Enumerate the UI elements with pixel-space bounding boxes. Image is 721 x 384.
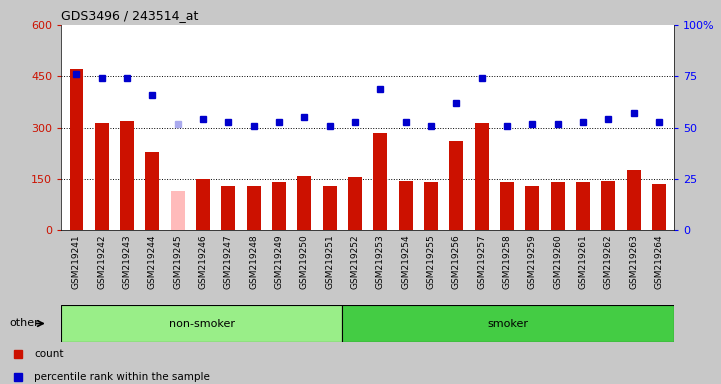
Text: GSM219258: GSM219258 — [503, 234, 511, 289]
Bar — [146, 152, 159, 230]
Text: GSM219246: GSM219246 — [198, 234, 208, 289]
Bar — [526, 186, 539, 230]
Text: GSM219243: GSM219243 — [123, 234, 132, 289]
Text: GSM219242: GSM219242 — [97, 234, 106, 289]
Bar — [171, 191, 185, 230]
Text: GSM219254: GSM219254 — [401, 234, 410, 289]
Bar — [399, 181, 412, 230]
Text: GSM219262: GSM219262 — [603, 234, 613, 289]
Text: GSM219255: GSM219255 — [427, 234, 435, 289]
Text: smoker: smoker — [487, 318, 528, 329]
Text: GSM219252: GSM219252 — [350, 234, 360, 289]
Text: other: other — [9, 318, 39, 328]
Bar — [95, 122, 109, 230]
Bar — [576, 182, 590, 230]
Text: GSM219256: GSM219256 — [452, 234, 461, 289]
Bar — [69, 70, 84, 230]
Text: GSM219247: GSM219247 — [224, 234, 233, 289]
Text: GSM219251: GSM219251 — [325, 234, 335, 289]
Bar — [120, 121, 134, 230]
Bar — [500, 182, 514, 230]
Bar — [348, 177, 362, 230]
Bar — [601, 181, 615, 230]
Text: GSM219244: GSM219244 — [148, 234, 157, 289]
Text: percentile rank within the sample: percentile rank within the sample — [34, 372, 210, 382]
Bar — [424, 182, 438, 230]
Text: GDS3496 / 243514_at: GDS3496 / 243514_at — [61, 9, 199, 22]
Bar — [247, 186, 261, 230]
Text: GSM219261: GSM219261 — [578, 234, 588, 289]
Text: GSM219250: GSM219250 — [300, 234, 309, 289]
Text: GSM219249: GSM219249 — [275, 234, 283, 289]
Bar — [652, 184, 666, 230]
Text: GSM219260: GSM219260 — [553, 234, 562, 289]
Text: GSM219259: GSM219259 — [528, 234, 537, 289]
Bar — [373, 133, 387, 230]
Text: GSM219264: GSM219264 — [655, 234, 663, 289]
Text: GSM219263: GSM219263 — [629, 234, 638, 289]
Text: GSM219248: GSM219248 — [249, 234, 258, 289]
Bar — [342, 305, 674, 342]
Bar — [627, 170, 640, 230]
Bar — [196, 179, 210, 230]
Text: GSM219253: GSM219253 — [376, 234, 385, 289]
Bar — [474, 122, 489, 230]
Bar — [221, 186, 235, 230]
Bar — [449, 141, 464, 230]
Text: GSM219257: GSM219257 — [477, 234, 486, 289]
Text: GSM219241: GSM219241 — [72, 234, 81, 289]
Bar — [272, 182, 286, 230]
Bar — [61, 305, 342, 342]
Bar — [551, 182, 565, 230]
Text: GSM219245: GSM219245 — [173, 234, 182, 289]
Text: count: count — [34, 349, 63, 359]
Bar — [323, 186, 337, 230]
Bar — [298, 175, 311, 230]
Text: non-smoker: non-smoker — [169, 318, 235, 329]
